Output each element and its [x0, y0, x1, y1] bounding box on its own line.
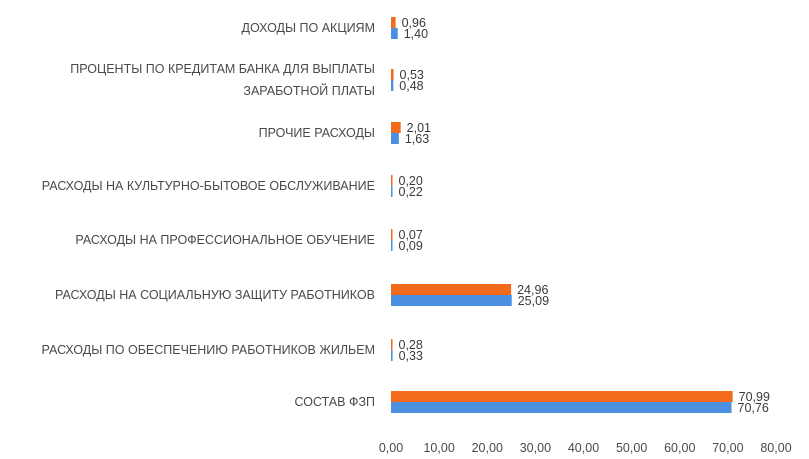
category-label: РАСХОДЫ НА ПРОФЕССИОНАЛЬНОЕ ОБУЧЕНИЕ	[75, 233, 375, 247]
category-label: ПРОЦЕНТЫ ПО КРЕДИТАМ БАНКА ДЛЯ ВЫПЛАТЫ	[70, 62, 375, 76]
bar	[391, 240, 393, 251]
category-label: РАСХОДЫ НА СОЦИАЛЬНУЮ ЗАЩИТУ РАБОТНИКОВ	[55, 288, 375, 302]
data-label: 24,96	[517, 283, 548, 297]
bar	[391, 295, 512, 306]
bar	[391, 28, 398, 39]
x-tick-label: 70,00	[712, 441, 743, 455]
data-label: 1,40	[404, 27, 428, 41]
category-label: РАСХОДЫ ПО ОБЕСПЕЧЕНИЮ РАБОТНИКОВ ЖИЛЬЕМ	[42, 343, 375, 357]
bar	[391, 17, 396, 28]
bar	[391, 350, 393, 361]
x-tick-label: 80,00	[760, 441, 791, 455]
category-label: ДОХОДЫ ПО АКЦИЯМ	[242, 21, 375, 35]
x-tick-label: 40,00	[568, 441, 599, 455]
x-tick-label: 10,00	[423, 441, 454, 455]
x-tick-label: 60,00	[664, 441, 695, 455]
x-tick-label: 0,00	[379, 441, 403, 455]
data-label: 1,63	[405, 132, 429, 146]
bar	[391, 69, 394, 80]
bar	[391, 80, 394, 91]
bar	[391, 186, 393, 197]
data-label: 70,99	[739, 390, 770, 404]
data-label: 0,09	[399, 239, 423, 253]
data-label: 0,96	[402, 16, 426, 30]
bar	[391, 339, 393, 350]
data-label: 0,28	[399, 338, 423, 352]
data-label: 0,53	[400, 68, 424, 82]
data-label: 0,22	[399, 185, 423, 199]
bar	[391, 175, 393, 186]
category-label: ПРОЧИЕ РАСХОДЫ	[259, 126, 375, 140]
bar	[391, 391, 733, 402]
data-label: 0,33	[399, 349, 423, 363]
bar	[391, 402, 732, 413]
x-tick-label: 50,00	[616, 441, 647, 455]
x-tick-label: 20,00	[472, 441, 503, 455]
category-label: ЗАРАБОТНОЙ ПЛАТЫ	[243, 83, 375, 98]
data-label: 2,01	[407, 121, 431, 135]
bar	[391, 133, 399, 144]
x-tick-label: 30,00	[520, 441, 551, 455]
data-label: 0,20	[399, 174, 423, 188]
data-label: 0,48	[399, 79, 423, 93]
data-label: 0,07	[399, 228, 423, 242]
data-label: 70,76	[738, 401, 769, 415]
bar	[391, 284, 512, 295]
bar	[391, 229, 393, 240]
data-label: 25,09	[518, 294, 549, 308]
category-label: РАСХОДЫ НА КУЛЬТУРНО-БЫТОВОЕ ОБСЛУЖИВАНИ…	[42, 179, 375, 193]
category-label: СОСТАВ ФЗП	[295, 395, 376, 409]
bar	[391, 122, 401, 133]
